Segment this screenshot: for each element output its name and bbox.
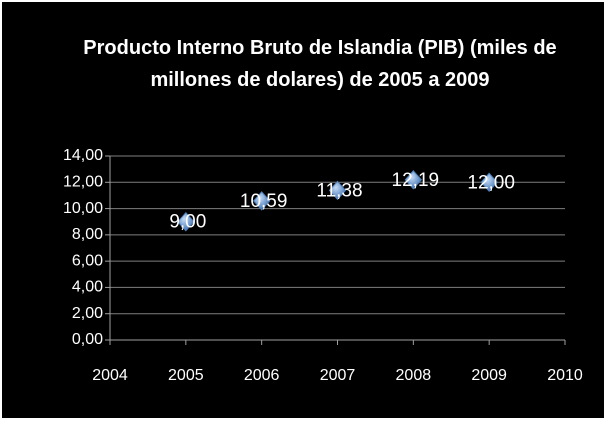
chart-title: Producto Interno Bruto de Islandia (PIB)… [83, 37, 557, 91]
x-tick-label: 2008 [396, 367, 432, 384]
x-tick-label: 2009 [471, 367, 507, 384]
y-tick-label: 14,00 [63, 147, 103, 164]
x-tick-label: 2007 [320, 367, 356, 384]
x-tick-label: 2010 [547, 367, 583, 384]
y-tick-label: 10,00 [63, 200, 103, 217]
y-tick-label: 12,00 [63, 174, 103, 191]
marker [177, 211, 195, 232]
data-label: 10,59 [240, 191, 288, 212]
x-tick-label: 2006 [244, 367, 280, 384]
data-label: 9,00 [169, 212, 206, 233]
data-label: 12,00 [467, 172, 515, 193]
y-tick-label: 0,00 [72, 331, 103, 348]
data-label: 12,19 [392, 170, 440, 191]
x-tick-label: 2005 [168, 367, 204, 384]
x-tick-label: 2004 [92, 367, 128, 384]
marker [404, 170, 423, 190]
marker [480, 172, 498, 193]
marker [252, 191, 271, 211]
y-tick-label: 2,00 [72, 305, 103, 322]
data-label: 11,38 [316, 180, 362, 201]
y-tick-label: 6,00 [72, 252, 103, 269]
y-tick-label: 4,00 [72, 279, 103, 296]
chart-background [2, 2, 604, 418]
y-tick-label: 8,00 [72, 226, 103, 243]
marker [328, 180, 347, 201]
